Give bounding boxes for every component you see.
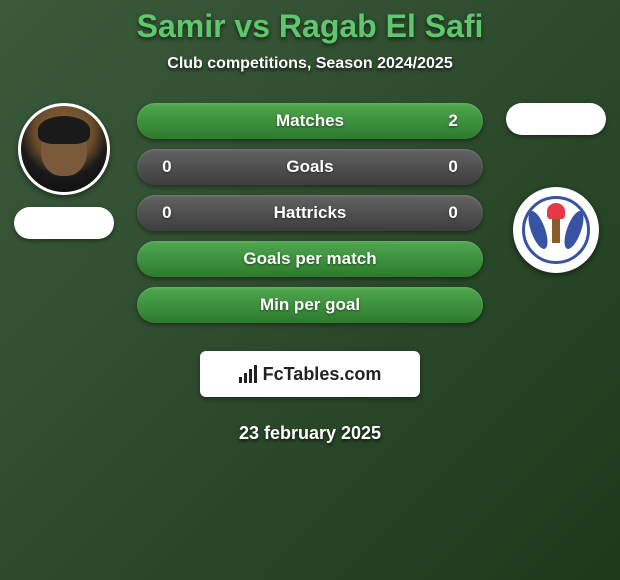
player1-team-pill xyxy=(14,207,114,239)
brand-text: FcTables.com xyxy=(263,364,382,385)
left-player-column xyxy=(10,103,119,239)
stat-right-value: 0 xyxy=(439,157,467,177)
page-title: Samir vs Ragab El Safi xyxy=(0,8,620,45)
comparison-card: Samir vs Ragab El Safi Club competitions… xyxy=(0,0,620,444)
stat-label: Hattricks xyxy=(181,203,439,223)
stat-row-goals: 0 Goals 0 xyxy=(137,149,483,185)
date-text: 23 february 2025 xyxy=(137,423,483,444)
stat-right-value: 0 xyxy=(439,203,467,223)
subtitle: Club competitions, Season 2024/2025 xyxy=(0,55,620,73)
stats-column: Matches 2 0 Goals 0 0 Hattricks 0 Goals … xyxy=(137,103,483,444)
brand-box: FcTables.com xyxy=(200,351,420,397)
stat-left-value: 0 xyxy=(153,157,181,177)
stat-label: Goals per match xyxy=(181,249,439,269)
stat-label: Min per goal xyxy=(181,295,439,315)
stat-label: Matches xyxy=(181,111,439,131)
stat-row-hattricks: 0 Hattricks 0 xyxy=(137,195,483,231)
stat-row-matches: Matches 2 xyxy=(137,103,483,139)
stat-left-value: 0 xyxy=(153,203,181,223)
stat-label: Goals xyxy=(181,157,439,177)
player2-club-badge xyxy=(513,187,599,273)
player1-avatar xyxy=(18,103,110,195)
stat-right-value: 2 xyxy=(439,111,467,131)
player2-team-pill xyxy=(506,103,606,135)
bar-chart-icon xyxy=(239,365,257,383)
stat-row-min-per-goal: Min per goal xyxy=(137,287,483,323)
content-row: Matches 2 0 Goals 0 0 Hattricks 0 Goals … xyxy=(0,103,620,444)
right-player-column xyxy=(501,103,610,273)
stat-row-goals-per-match: Goals per match xyxy=(137,241,483,277)
